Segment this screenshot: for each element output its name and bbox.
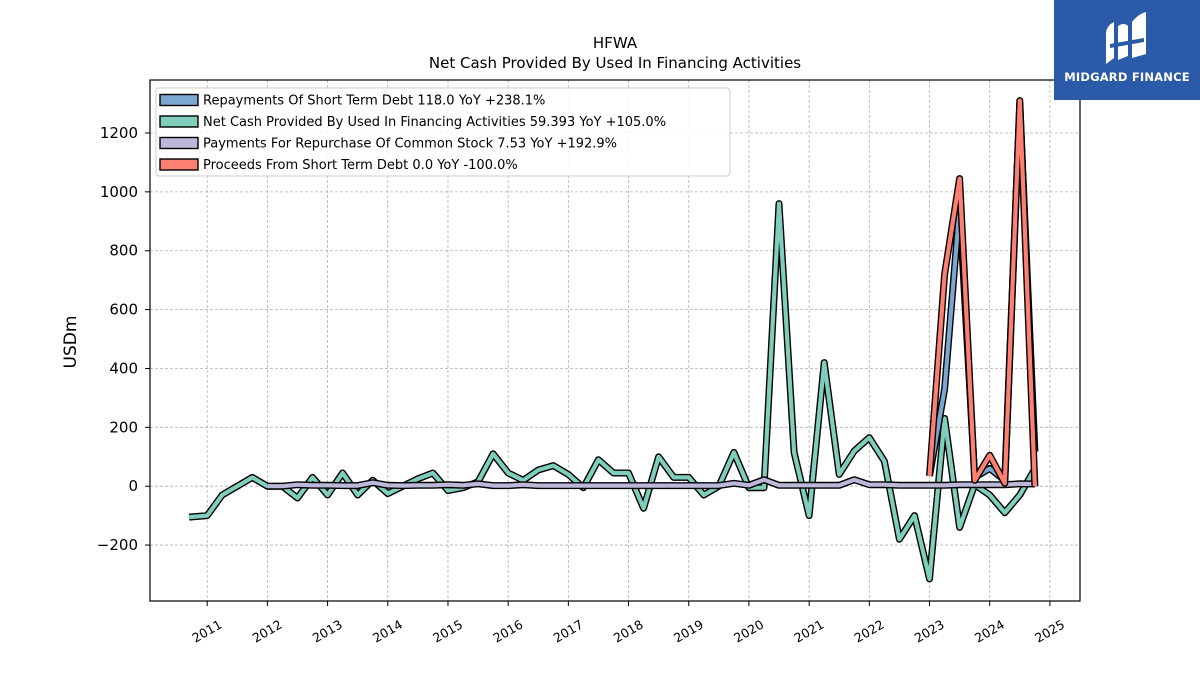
y-tick-label: −200 — [97, 536, 138, 554]
x-tick-label: 2015 — [430, 617, 465, 646]
x-tick-label: 2020 — [731, 617, 766, 646]
chart-subtitle: Net Cash Provided By Used In Financing A… — [429, 54, 801, 72]
legend-label: Proceeds From Short Term Debt 0.0 YoY -1… — [203, 158, 518, 173]
y-tick-label: 800 — [109, 242, 138, 260]
series-layer — [188, 97, 1039, 583]
y-tick-label: 1000 — [100, 183, 138, 201]
x-tick-label: 2021 — [791, 617, 826, 646]
legend: Repayments Of Short Term Debt 118.0 YoY … — [155, 87, 731, 177]
midgard-logo-icon — [1106, 12, 1146, 64]
series-line-payments-for-repurchase-of-common-stock — [267, 477, 1035, 489]
x-tick-label: 2017 — [551, 617, 586, 646]
brand-logo: MIDGARD FINANCE — [1054, 0, 1200, 100]
y-axis-label: USDm — [61, 316, 81, 369]
x-tick-label: 2018 — [611, 617, 646, 646]
series-line-proceeds-from-short-term-debt — [927, 98, 1037, 487]
legend-swatch — [159, 158, 199, 171]
x-tick-label: 2025 — [1032, 617, 1067, 646]
legend-label: Net Cash Provided By Used In Financing A… — [203, 115, 666, 130]
legend-swatch — [159, 93, 199, 107]
x-tick-label: 2019 — [671, 617, 706, 646]
x-tick-label: 2013 — [310, 617, 345, 646]
legend-swatch — [159, 115, 199, 128]
chart-title: HFWA — [593, 34, 638, 52]
legend-swatch — [159, 136, 199, 150]
x-tick-label: 2012 — [250, 617, 285, 646]
x-axis: 2011 2012 2013 2014 2015 2016 2017 2018 2019 2020… — [189, 601, 1067, 646]
y-tick-label: 400 — [109, 359, 138, 377]
x-tick-label: 2022 — [852, 617, 887, 646]
logo-text: MIDGARD FINANCE — [1064, 70, 1190, 84]
legend-box — [155, 87, 731, 177]
y-tick-label: 1200 — [100, 124, 138, 142]
y-tick-label: 600 — [109, 301, 138, 319]
y-tick-label: 200 — [109, 418, 138, 436]
y-axis: −200 0 200 400 600 800 1000 1200 — [97, 124, 150, 554]
legend-label: Repayments Of Short Term Debt 118.0 YoY … — [203, 94, 545, 109]
plot-frame — [149, 79, 1081, 602]
series-line-net-cash-provided-by-used-in-financing-activities — [188, 201, 1037, 582]
x-tick-label: 2011 — [189, 617, 224, 646]
legend-label: Payments For Repurchase Of Common Stock … — [203, 137, 617, 152]
x-tick-label: 2014 — [370, 617, 405, 646]
y-tick-label: 0 — [128, 477, 138, 495]
x-tick-label: 2016 — [490, 617, 525, 646]
x-tick-label: 2023 — [912, 617, 947, 646]
x-tick-label: 2024 — [972, 617, 1007, 646]
